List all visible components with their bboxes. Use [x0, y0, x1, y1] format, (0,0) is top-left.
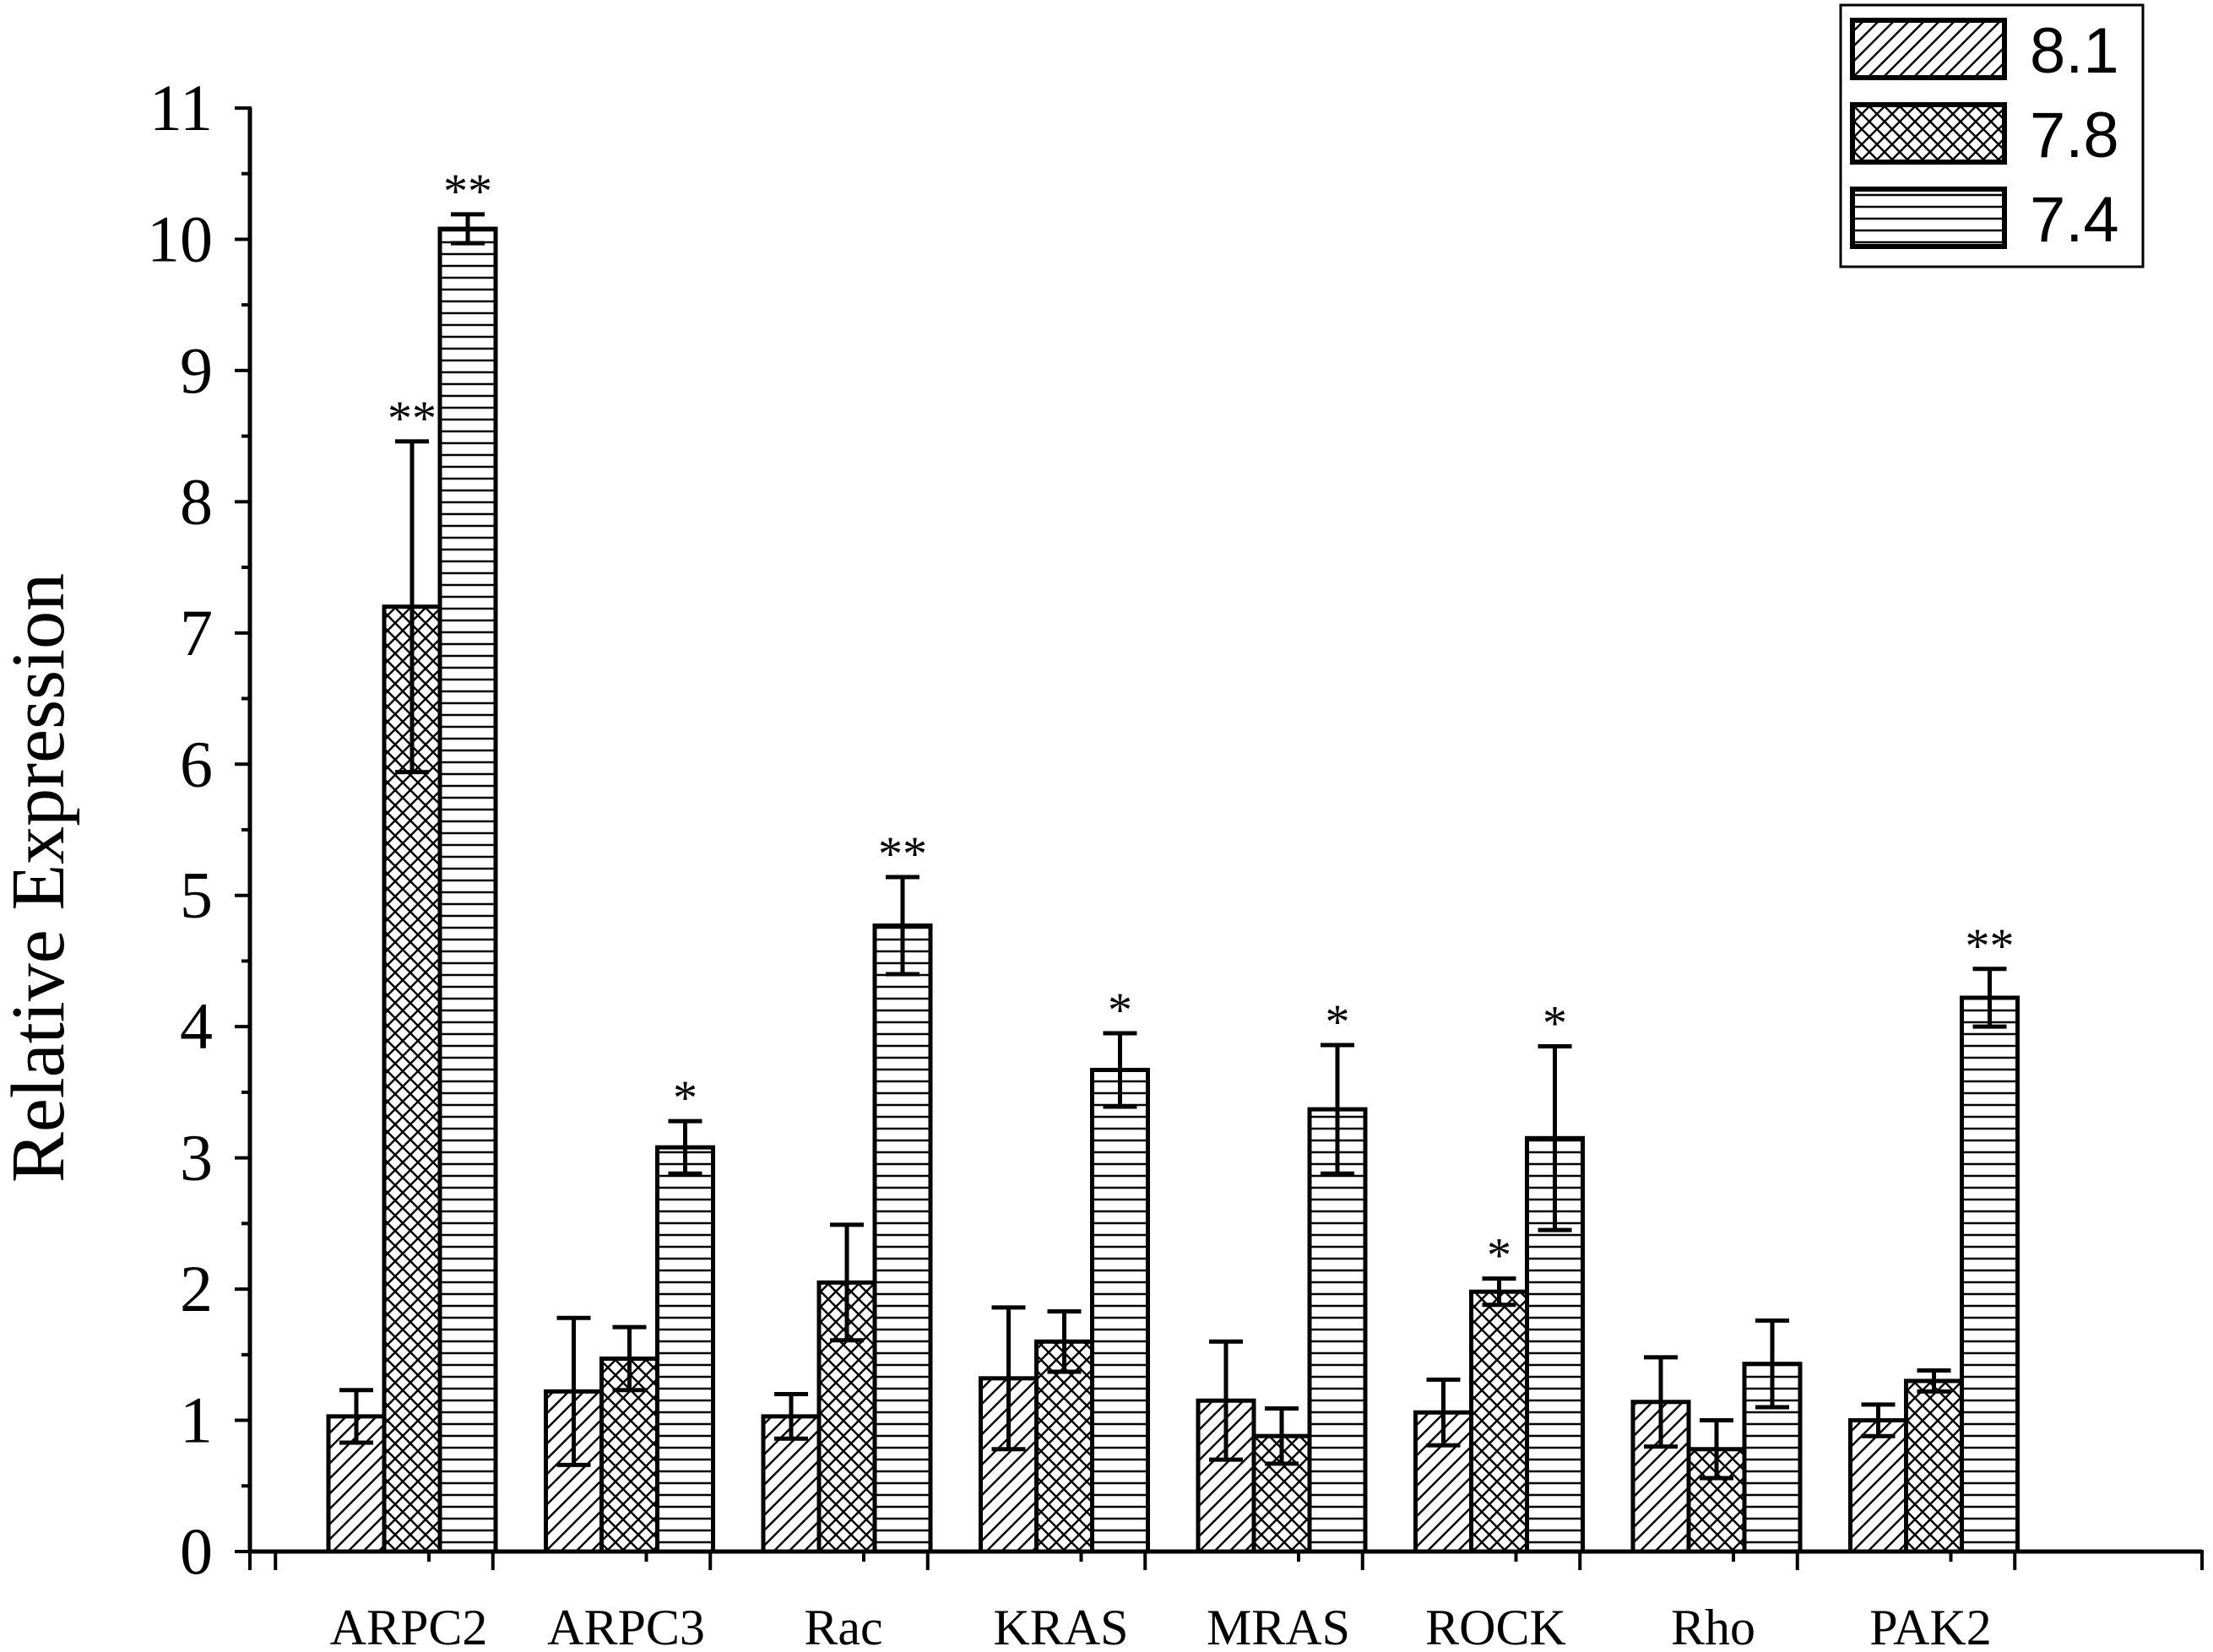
bar-group-pak2-7.8 — [1904, 1368, 1964, 1554]
y-tick-label: 8 — [180, 464, 213, 538]
x-tick-label: KRAS — [993, 1600, 1128, 1652]
significance-marker: ** — [1966, 918, 2015, 973]
bar — [1848, 1418, 1908, 1554]
bar-group-rho-7.8 — [1686, 1418, 1747, 1554]
bar — [1090, 1067, 1150, 1554]
bars-layer: ******** ***** — [326, 164, 2020, 1554]
y-tick-label: 6 — [180, 727, 213, 800]
x-tick-label: ARPC2 — [330, 1600, 488, 1652]
bar-group-arpc3-8.1 — [544, 1315, 604, 1554]
y-tick-label: 10 — [147, 202, 213, 275]
y-tick-label: 4 — [180, 989, 213, 1063]
bar-group-rho-7.4 — [1742, 1318, 1803, 1554]
bar-group-rock-7.8: * — [1469, 1228, 1529, 1554]
bar-group-mras-7.4: * — [1307, 994, 1368, 1554]
y-tick-label: 7 — [180, 596, 213, 669]
y-tick-label: 0 — [180, 1514, 213, 1588]
bar — [655, 1145, 715, 1554]
bar — [872, 923, 933, 1554]
significance-marker: * — [1543, 996, 1567, 1051]
bar-group-arpc2-7.4: ** — [437, 164, 498, 1554]
significance-marker: ** — [443, 164, 492, 219]
bar-group-arpc3-7.4: * — [655, 1070, 715, 1554]
x-tick-label: ARPC3 — [547, 1600, 705, 1652]
bar-group-rac-7.8 — [816, 1222, 877, 1554]
bar — [437, 226, 498, 1554]
x-tick-labels: ARPC2 ARPC3 Rac KRAS MRAS ROCK Rho PAK2 — [330, 1600, 1992, 1652]
y-tick-label: 2 — [180, 1252, 213, 1325]
bar — [1469, 1289, 1529, 1554]
y-tick-label: 3 — [180, 1121, 213, 1194]
bar-group-kras-8.1 — [979, 1305, 1039, 1554]
y-tick-label: 9 — [180, 333, 213, 407]
x-tick-label: Rho — [1671, 1600, 1755, 1652]
bar-group-kras-7.4: * — [1090, 983, 1150, 1554]
legend: 8.1 7.8 7.4 — [1839, 3, 2145, 268]
legend-label: 7.4 — [2030, 184, 2119, 256]
y-axis-label: Relative Expression — [0, 573, 80, 1183]
legend-swatch — [1850, 18, 2007, 80]
y-axis-label-group: Relative Expression — [0, 573, 80, 1183]
bar — [1904, 1378, 1964, 1554]
significance-marker: * — [1108, 983, 1132, 1037]
x-tick-label: MRAS — [1207, 1600, 1350, 1652]
y-tick-label: 5 — [180, 858, 213, 932]
bar-group-rho-8.1 — [1630, 1355, 1691, 1554]
bar-group-kras-7.8 — [1034, 1309, 1094, 1554]
y-tick-label: 11 — [149, 71, 213, 144]
x-tick-label: PAK2 — [1869, 1600, 1992, 1652]
bar-group-rac-7.4: ** — [872, 826, 933, 1554]
bar-group-rock-8.1 — [1413, 1377, 1473, 1554]
legend-label: 8.1 — [2030, 15, 2119, 87]
x-tick-label: Rac — [804, 1600, 882, 1652]
legend-swatch — [1850, 102, 2007, 165]
y-tick-label: 1 — [180, 1384, 213, 1457]
significance-marker: ** — [388, 391, 437, 446]
legend-label: 7.8 — [2030, 100, 2119, 171]
legend-swatch — [1850, 187, 2007, 249]
significance-marker: ** — [878, 826, 927, 881]
bar-group-rock-7.4: * — [1525, 996, 1585, 1554]
bar-group-pak2-8.1 — [1848, 1402, 1908, 1554]
bar-group-arpc2-7.8: ** — [382, 391, 442, 1554]
significance-marker: * — [1487, 1228, 1511, 1283]
bar-group-rac-8.1 — [761, 1391, 822, 1554]
significance-marker: * — [1326, 994, 1350, 1049]
bar — [1960, 995, 2020, 1554]
significance-marker: * — [673, 1070, 697, 1125]
bar-group-mras-8.1 — [1196, 1339, 1256, 1554]
bar-group-mras-7.8 — [1251, 1406, 1312, 1554]
bar-group-pak2-7.4: ** — [1960, 918, 2020, 1554]
bar-group-arpc2-8.1 — [326, 1388, 387, 1554]
bar-group-arpc3-7.8 — [599, 1324, 659, 1554]
x-tick-label: ROCK — [1425, 1600, 1566, 1652]
